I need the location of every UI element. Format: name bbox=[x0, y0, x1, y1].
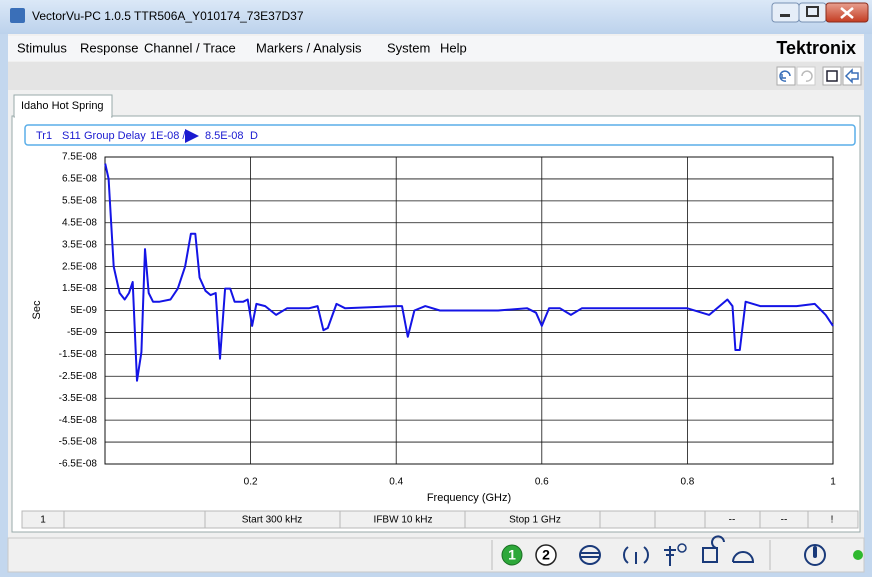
plot-border bbox=[104, 156, 834, 465]
y-tick-label: -2.5E-08 bbox=[59, 371, 98, 382]
status-cell: Start 300 kHz bbox=[242, 515, 303, 526]
status-bar bbox=[21, 510, 859, 529]
trace-format: Group Delay bbox=[84, 130, 146, 142]
temperature-icon[interactable] bbox=[804, 544, 826, 566]
trace-mode: D bbox=[250, 130, 258, 142]
window-title: VectorVu-PC 1.0.5 TTR506A_Y010174_73E37D… bbox=[32, 9, 304, 23]
x-tick-label: 0.4 bbox=[389, 477, 403, 488]
maximize-button[interactable] bbox=[798, 2, 827, 23]
status-cell: ! bbox=[831, 515, 834, 526]
menu-item[interactable]: Markers / Analysis bbox=[256, 40, 362, 55]
status-cell: Stop 1 GHz bbox=[509, 515, 561, 526]
trace-line bbox=[104, 163, 834, 382]
undo-glyph bbox=[779, 70, 791, 82]
tab-label: Idaho Hot Spring bbox=[21, 100, 104, 112]
status-led bbox=[853, 550, 863, 560]
thermometer-glyph bbox=[813, 546, 817, 558]
chart: Frequency (GHz) Sec 7.5E-08 6.5E-08 5.5E-0… bbox=[31, 152, 836, 504]
back-glyph bbox=[844, 68, 859, 84]
back-button[interactable] bbox=[842, 66, 862, 86]
y-tick-label: 7.5E-08 bbox=[62, 152, 97, 163]
y-axis-label: Sec bbox=[31, 300, 43, 319]
status-cell: IFBW 10 kHz bbox=[374, 515, 433, 526]
sweep-glyph bbox=[580, 552, 600, 558]
status-cell: -- bbox=[781, 515, 788, 526]
rf-icon[interactable] bbox=[623, 546, 649, 564]
cal-arrow bbox=[711, 535, 725, 549]
maximize-glyph bbox=[806, 6, 819, 17]
minimize-button[interactable] bbox=[771, 2, 800, 23]
channel-2-label: 2 bbox=[542, 547, 550, 563]
cal-icon[interactable] bbox=[702, 547, 718, 563]
timer-icon[interactable] bbox=[732, 551, 755, 563]
trace-scale: 1E-08 / bbox=[150, 130, 186, 142]
x-tick-label: 1 bbox=[830, 477, 836, 488]
menu-item[interactable]: Help bbox=[440, 40, 467, 55]
trace-reference: 8.5E-08 bbox=[205, 130, 244, 142]
y-tick-label: -5E-09 bbox=[67, 327, 97, 338]
status-cell: 1 bbox=[40, 515, 46, 526]
layout-button[interactable] bbox=[822, 66, 842, 86]
title-bar bbox=[0, 0, 872, 34]
x-tick-label: 0.2 bbox=[244, 477, 258, 488]
close-glyph bbox=[840, 7, 854, 19]
y-tick-label: 3.5E-08 bbox=[62, 239, 97, 250]
y-tick-label: -4.5E-08 bbox=[59, 415, 98, 426]
channel-1-button[interactable] bbox=[501, 544, 523, 566]
tab-join bbox=[15, 115, 111, 118]
channel-1-label: 1 bbox=[508, 547, 516, 563]
sweep-icon[interactable] bbox=[579, 545, 601, 565]
y-tick-label: -5.5E-08 bbox=[59, 437, 98, 448]
trace-parameter: S11 bbox=[62, 130, 81, 142]
x-axis-label: Frequency (GHz) bbox=[427, 492, 511, 504]
bottom-bar bbox=[7, 537, 865, 573]
reference-marker bbox=[185, 129, 199, 143]
menu-item[interactable]: Channel / Trace bbox=[144, 40, 236, 55]
y-tick-label: 5E-09 bbox=[70, 305, 97, 316]
channel-2-button[interactable] bbox=[535, 544, 557, 566]
x-tick-label: 0.6 bbox=[535, 477, 549, 488]
y-tick-label: 6.5E-08 bbox=[62, 174, 97, 185]
trace-id: Tr1 bbox=[36, 130, 52, 142]
logo: Tektronix bbox=[776, 38, 856, 58]
app-icon bbox=[10, 8, 25, 23]
menu-bar bbox=[8, 36, 864, 61]
y-tick-label: -3.5E-08 bbox=[59, 393, 98, 404]
menu-item[interactable]: Stimulus bbox=[17, 40, 67, 55]
layout-glyph bbox=[826, 70, 838, 82]
trigger-icon[interactable] bbox=[664, 546, 676, 566]
trigger-clock bbox=[677, 543, 687, 553]
menu-item[interactable]: Response bbox=[80, 40, 139, 55]
y-tick-label: 5.5E-08 bbox=[62, 195, 97, 206]
status-separators bbox=[63, 511, 809, 528]
toolbar bbox=[8, 62, 864, 90]
x-tick-label: 0.8 bbox=[680, 477, 694, 488]
y-tick-label: -6.5E-08 bbox=[59, 459, 98, 470]
y-tick-label: 2.5E-08 bbox=[62, 261, 97, 272]
menu-item[interactable]: System bbox=[387, 40, 430, 55]
trace-header[interactable] bbox=[24, 124, 856, 146]
y-tick-label: 4.5E-08 bbox=[62, 217, 97, 228]
y-tick-label: 1.5E-08 bbox=[62, 283, 97, 294]
minimize-glyph bbox=[780, 14, 790, 17]
y-tick-label: -1.5E-08 bbox=[59, 349, 98, 360]
status-cell: -- bbox=[729, 515, 736, 526]
redo-glyph bbox=[801, 70, 813, 82]
